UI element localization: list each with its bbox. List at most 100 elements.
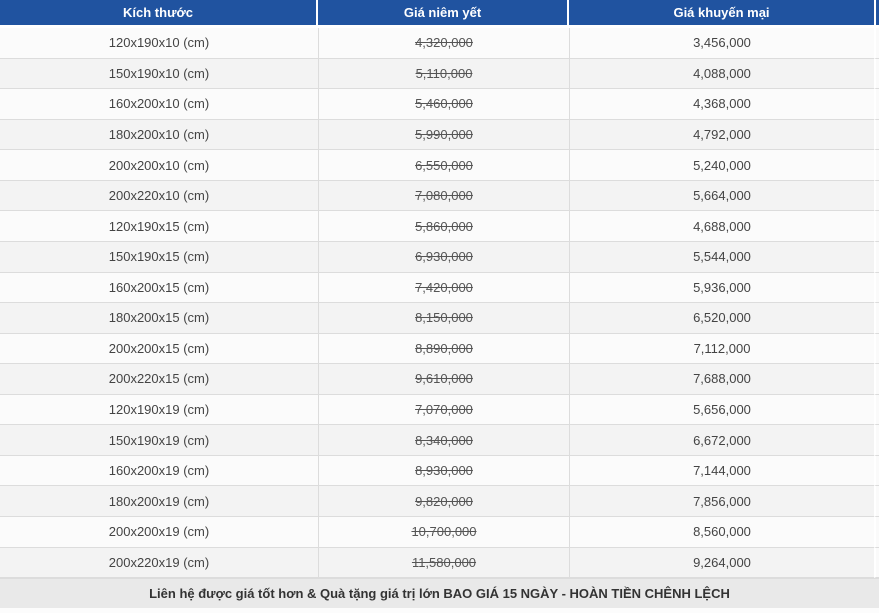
list-price-cell: 9,820,000 <box>318 486 569 517</box>
list-price-cell: 5,860,000 <box>318 211 569 242</box>
list-price-cell: 11,580,000 <box>318 547 569 579</box>
row-gutter <box>874 89 879 120</box>
table-row: 200x200x15 (cm) 8,890,000 7,112,000 <box>0 333 879 365</box>
list-price-strikethrough: 5,860,000 <box>415 218 473 234</box>
promo-price-cell: 4,088,000 <box>569 58 874 90</box>
table-footer-note: Liên hệ được giá tốt hơn & Quà tặng giá … <box>0 578 879 608</box>
promo-price-cell: 3,456,000 <box>569 28 874 59</box>
row-gutter <box>874 272 879 304</box>
list-price-strikethrough: 8,930,000 <box>415 463 473 479</box>
list-price-strikethrough: 9,820,000 <box>415 493 473 509</box>
promo-price-cell: 5,664,000 <box>569 180 874 212</box>
size-cell: 180x200x19 (cm) <box>0 486 318 517</box>
list-price-strikethrough: 6,930,000 <box>415 249 473 265</box>
size-cell: 180x200x15 (cm) <box>0 303 318 334</box>
list-price-cell: 7,420,000 <box>318 272 569 304</box>
list-price-cell: 4,320,000 <box>318 28 569 59</box>
row-gutter <box>874 547 879 579</box>
size-cell: 120x190x19 (cm) <box>0 394 318 426</box>
list-price-cell: 7,070,000 <box>318 394 569 426</box>
table-row: 180x200x10 (cm) 5,990,000 4,792,000 <box>0 119 879 151</box>
promo-price-cell: 9,264,000 <box>569 547 874 579</box>
row-gutter <box>874 58 879 90</box>
list-price-strikethrough: 5,110,000 <box>415 65 473 81</box>
row-gutter <box>874 180 879 212</box>
table-header-row: Kích thước Giá niêm yết Giá khuyến mại <box>0 0 879 28</box>
list-price-strikethrough: 8,150,000 <box>415 310 473 326</box>
table-row: 200x200x10 (cm) 6,550,000 5,240,000 <box>0 150 879 181</box>
table-row: 160x200x19 (cm) 8,930,000 7,144,000 <box>0 455 879 487</box>
size-cell: 160x200x10 (cm) <box>0 89 318 120</box>
table-row: 150x190x10 (cm) 5,110,000 4,088,000 <box>0 58 879 90</box>
list-price-strikethrough: 5,460,000 <box>415 96 473 112</box>
table-row: 180x200x19 (cm) 9,820,000 7,856,000 <box>0 486 879 517</box>
size-cell: 120x190x10 (cm) <box>0 28 318 59</box>
promo-price-cell: 4,688,000 <box>569 211 874 242</box>
row-gutter <box>874 517 879 548</box>
size-cell: 160x200x15 (cm) <box>0 272 318 304</box>
promo-price-cell: 4,792,000 <box>569 119 874 151</box>
promo-price-cell: 7,688,000 <box>569 364 874 395</box>
list-price-cell: 8,890,000 <box>318 333 569 365</box>
table-row: 200x220x19 (cm) 11,580,000 9,264,000 <box>0 547 879 579</box>
promo-price-cell: 6,520,000 <box>569 303 874 334</box>
size-cell: 200x220x15 (cm) <box>0 364 318 395</box>
size-cell: 120x190x15 (cm) <box>0 211 318 242</box>
size-cell: 150x190x19 (cm) <box>0 425 318 456</box>
table-row: 120x190x10 (cm) 4,320,000 3,456,000 <box>0 28 879 59</box>
column-header-list-price: Giá niêm yết <box>318 0 569 28</box>
row-gutter <box>874 364 879 395</box>
promo-price-cell: 5,544,000 <box>569 241 874 273</box>
table-row: 200x220x15 (cm) 9,610,000 7,688,000 <box>0 364 879 395</box>
promo-price-cell: 4,368,000 <box>569 89 874 120</box>
row-gutter <box>874 425 879 456</box>
size-cell: 200x200x10 (cm) <box>0 150 318 181</box>
table-row: 200x200x19 (cm) 10,700,000 8,560,000 <box>0 517 879 548</box>
list-price-cell: 8,340,000 <box>318 425 569 456</box>
row-gutter <box>874 486 879 517</box>
promo-price-cell: 7,112,000 <box>569 333 874 365</box>
size-cell: 160x200x19 (cm) <box>0 455 318 487</box>
list-price-strikethrough: 10,700,000 <box>411 524 477 540</box>
row-gutter <box>874 394 879 426</box>
size-cell: 200x200x15 (cm) <box>0 333 318 365</box>
row-gutter <box>874 303 879 334</box>
size-cell: 150x190x10 (cm) <box>0 58 318 90</box>
list-price-cell: 6,550,000 <box>318 150 569 181</box>
table-row: 120x190x19 (cm) 7,070,000 5,656,000 <box>0 394 879 426</box>
row-gutter <box>874 241 879 273</box>
row-gutter <box>874 211 879 242</box>
size-cell: 200x220x19 (cm) <box>0 547 318 579</box>
list-price-cell: 10,700,000 <box>318 517 569 548</box>
row-gutter <box>874 119 879 151</box>
list-price-strikethrough: 7,080,000 <box>415 188 473 204</box>
bottom-spacer <box>0 608 879 613</box>
list-price-strikethrough: 9,610,000 <box>415 371 473 387</box>
promo-price-cell: 5,656,000 <box>569 394 874 426</box>
promo-price-cell: 6,672,000 <box>569 425 874 456</box>
list-price-cell: 8,150,000 <box>318 303 569 334</box>
row-gutter <box>874 150 879 181</box>
table-row: 150x190x15 (cm) 6,930,000 5,544,000 <box>0 241 879 273</box>
list-price-strikethrough: 6,550,000 <box>415 157 473 173</box>
promo-price-cell: 5,240,000 <box>569 150 874 181</box>
row-gutter <box>874 333 879 365</box>
promo-price-cell: 7,144,000 <box>569 455 874 487</box>
size-cell: 200x200x19 (cm) <box>0 517 318 548</box>
list-price-cell: 7,080,000 <box>318 180 569 212</box>
table-row: 150x190x19 (cm) 8,340,000 6,672,000 <box>0 425 879 456</box>
table-row: 180x200x15 (cm) 8,150,000 6,520,000 <box>0 303 879 334</box>
list-price-strikethrough: 5,990,000 <box>415 126 473 142</box>
list-price-strikethrough: 11,580,000 <box>411 554 477 570</box>
list-price-cell: 8,930,000 <box>318 455 569 487</box>
table-row: 160x200x15 (cm) 7,420,000 5,936,000 <box>0 272 879 304</box>
column-header-size: Kích thước <box>0 0 318 28</box>
size-cell: 180x200x10 (cm) <box>0 119 318 151</box>
list-price-strikethrough: 7,420,000 <box>415 279 473 295</box>
table-row: 160x200x10 (cm) 5,460,000 4,368,000 <box>0 89 879 120</box>
list-price-strikethrough: 7,070,000 <box>415 402 473 418</box>
list-price-cell: 9,610,000 <box>318 364 569 395</box>
list-price-cell: 5,110,000 <box>318 58 569 90</box>
list-price-strikethrough: 8,340,000 <box>415 432 473 448</box>
